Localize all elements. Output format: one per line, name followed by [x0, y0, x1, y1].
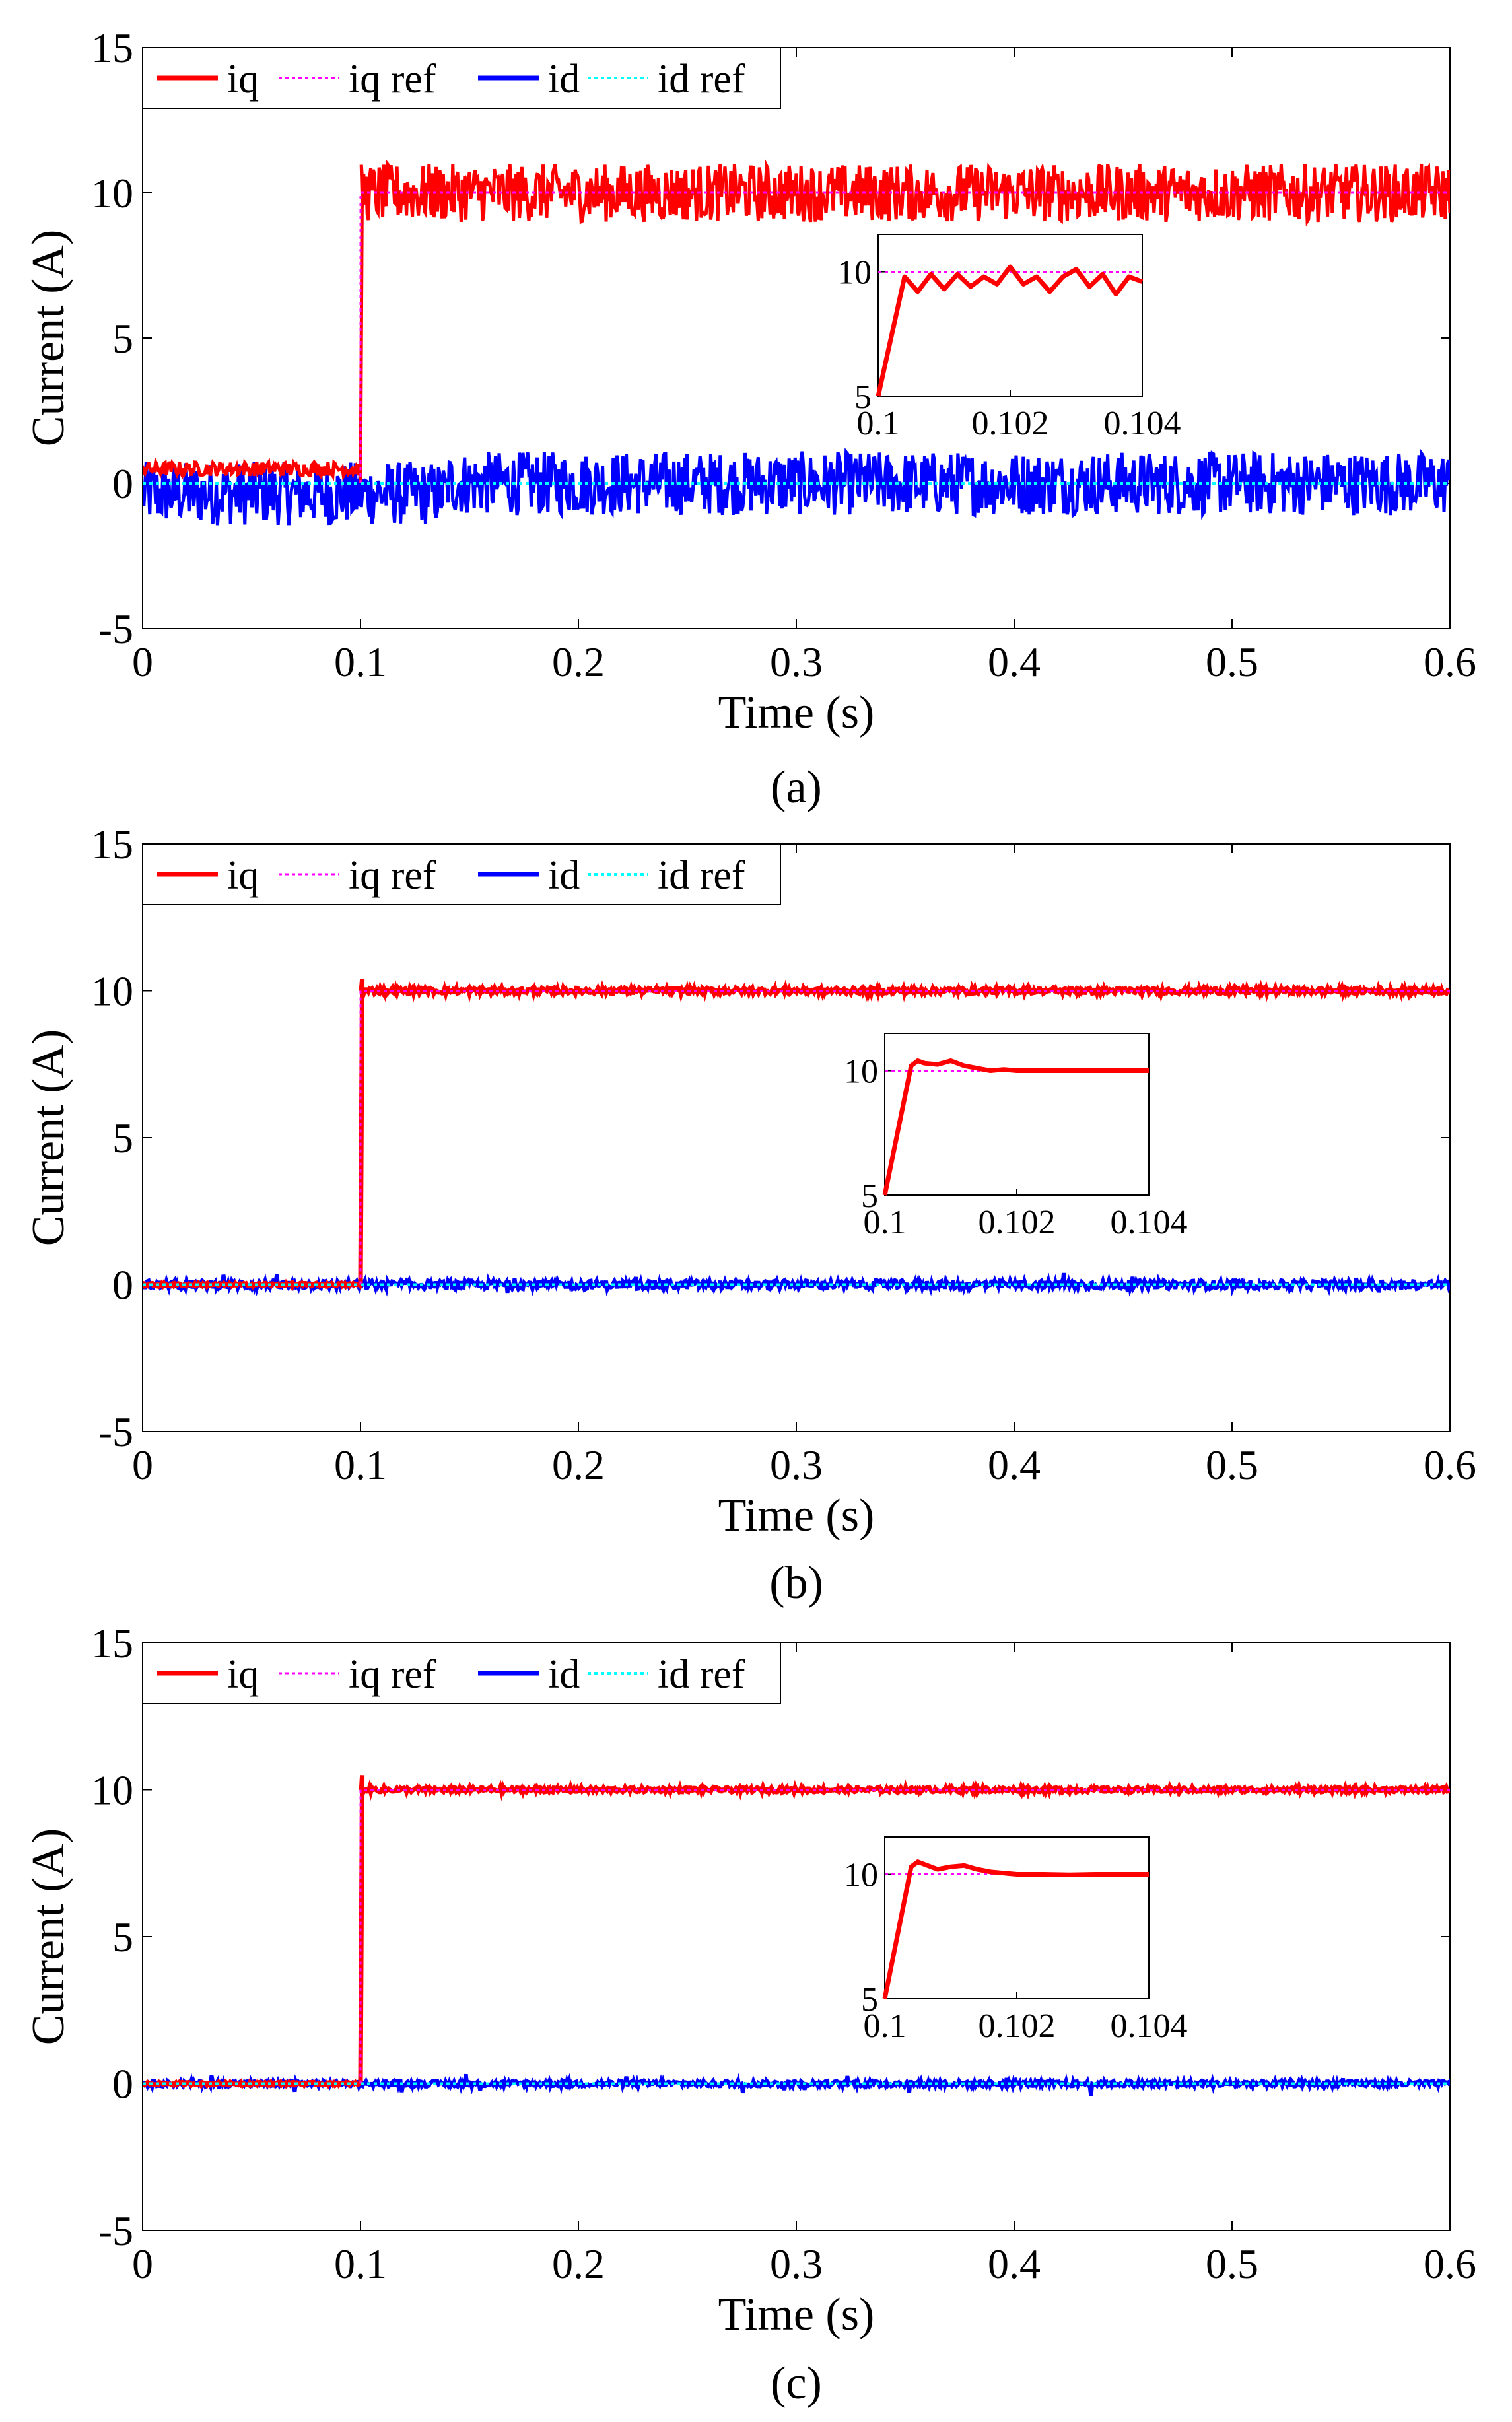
- inset-y-tick-label: 10: [837, 254, 872, 292]
- inset: 0.1 0.102 0.104 5 10: [844, 1836, 1188, 2045]
- x-axis-label: Time (s): [718, 687, 875, 738]
- y-tick-label: 0: [112, 1262, 133, 1309]
- y-tick-label: -5: [98, 606, 133, 652]
- inset: 0.1 0.102 0.104 5 10: [837, 234, 1181, 442]
- legend-box: [142, 1642, 781, 1704]
- panel-caption: (b): [769, 1558, 823, 1609]
- y-tick-label: 10: [91, 1767, 133, 1814]
- legend-label: iq: [227, 57, 259, 102]
- x-tick-label: 0.2: [552, 1441, 605, 1488]
- legend: iq iq ref id id ref: [142, 1642, 781, 1704]
- x-tick-label: 0.6: [1424, 2240, 1476, 2287]
- inset-y-tick-label: 5: [854, 378, 872, 416]
- inset-x-tick-label: 0.102: [972, 405, 1049, 442]
- inset-y-tick-label: 10: [844, 1857, 878, 1894]
- x-tick-label: 0.4: [988, 1441, 1041, 1488]
- panel-caption: (a): [771, 762, 822, 813]
- axes-box: [142, 47, 1451, 629]
- inset-box: [884, 1033, 1150, 1196]
- x-tick-label: 0: [132, 639, 153, 685]
- inset-y-tick-label: 5: [861, 1981, 878, 2019]
- x-tick-label: 0.6: [1424, 639, 1476, 685]
- inset-x-tick-label: 0.1: [857, 405, 900, 442]
- inset-y-tick-label: 5: [861, 1177, 878, 1215]
- inset-x-tick-label: 0.104: [1111, 2007, 1188, 2045]
- y-tick-label: 0: [112, 460, 133, 507]
- y-tick-label: 10: [91, 968, 133, 1015]
- inset-y-tick-label: 10: [844, 1053, 878, 1091]
- y-tick-label: -5: [98, 1408, 133, 1455]
- legend-label: id: [548, 853, 580, 898]
- x-tick-label: 0.1: [334, 639, 387, 685]
- x-tick-label: 0: [132, 2240, 153, 2287]
- legend-label: id: [548, 57, 580, 102]
- y-tick-label: 15: [91, 24, 133, 71]
- plot-area: [143, 979, 1450, 1297]
- y-tick-label: 0: [112, 2061, 133, 2108]
- x-tick-label: 0.2: [552, 2240, 605, 2287]
- legend-box: [142, 47, 781, 109]
- axes-box: [142, 843, 1451, 1432]
- inset-x-tick-label: 0.102: [979, 1204, 1056, 1241]
- y-tick-label: 10: [91, 170, 133, 217]
- inset-iq: [882, 1859, 1149, 1999]
- inset-x-tick-label: 0.104: [1111, 1204, 1188, 1241]
- x-tick-label: 0.3: [770, 2240, 823, 2287]
- x-tick-label: 0.5: [1206, 639, 1258, 685]
- x-tick-label: 0.1: [334, 2240, 387, 2287]
- legend-label: iq: [227, 853, 259, 898]
- inset-box: [877, 234, 1143, 397]
- y-tick-label: 5: [112, 1914, 133, 1960]
- inset-x-tick-label: 0.1: [864, 1204, 907, 1241]
- x-axis-label: Time (s): [718, 1490, 875, 1541]
- x-tick-label: 0.3: [770, 1441, 823, 1488]
- y-axis-label: Current (A): [23, 230, 74, 447]
- legend: iq iq ref id id ref: [142, 47, 781, 109]
- y-axis-label: Current (A): [23, 1828, 74, 2046]
- axes-box: [142, 1642, 1451, 2231]
- legend-label: id ref: [658, 1652, 745, 1697]
- legend-label: id: [548, 1652, 580, 1697]
- plot-area: [143, 1775, 1450, 2096]
- y-tick-label: 5: [112, 315, 133, 362]
- inset-iq: [876, 264, 1144, 397]
- x-tick-label: 0.2: [552, 639, 605, 685]
- x-axis-label: Time (s): [718, 2289, 875, 2340]
- legend-label: iq: [227, 1652, 259, 1697]
- legend-label: iq ref: [349, 1652, 436, 1697]
- legend-box: [142, 843, 781, 905]
- inset: 0.1 0.102 0.104 5 10: [844, 1033, 1188, 1241]
- inset-box: [884, 1836, 1150, 1999]
- inset-x-tick-label: 0.102: [979, 2007, 1056, 2045]
- x-tick-label: 0.5: [1206, 1441, 1258, 1488]
- inset-x-tick-label: 0.104: [1104, 405, 1181, 442]
- y-tick-label: 5: [112, 1115, 133, 1161]
- y-tick-label: 15: [91, 821, 133, 868]
- legend-label: id ref: [658, 57, 745, 102]
- inset-x-tick-label: 0.1: [864, 2007, 907, 2045]
- x-tick-label: 0.4: [988, 639, 1041, 685]
- inset-iq: [882, 1058, 1149, 1196]
- legend-label: iq ref: [349, 57, 436, 102]
- x-tick-label: 0.5: [1206, 2240, 1258, 2287]
- panel-caption: (c): [771, 2358, 822, 2409]
- x-tick-label: 0: [132, 1441, 153, 1488]
- y-axis-label: Current (A): [23, 1029, 74, 1247]
- plot-area: [143, 159, 1450, 526]
- x-tick-label: 0.1: [334, 1441, 387, 1488]
- x-tick-label: 0.3: [770, 639, 823, 685]
- x-tick-label: 0.4: [988, 2240, 1041, 2287]
- y-tick-label: -5: [98, 2207, 133, 2254]
- legend-label: id ref: [658, 853, 745, 898]
- y-tick-label: 15: [91, 1620, 133, 1667]
- legend: iq iq ref id id ref: [142, 843, 781, 905]
- legend-label: iq ref: [349, 853, 436, 898]
- series-iq: [143, 159, 1450, 484]
- x-tick-label: 0.6: [1424, 1441, 1476, 1488]
